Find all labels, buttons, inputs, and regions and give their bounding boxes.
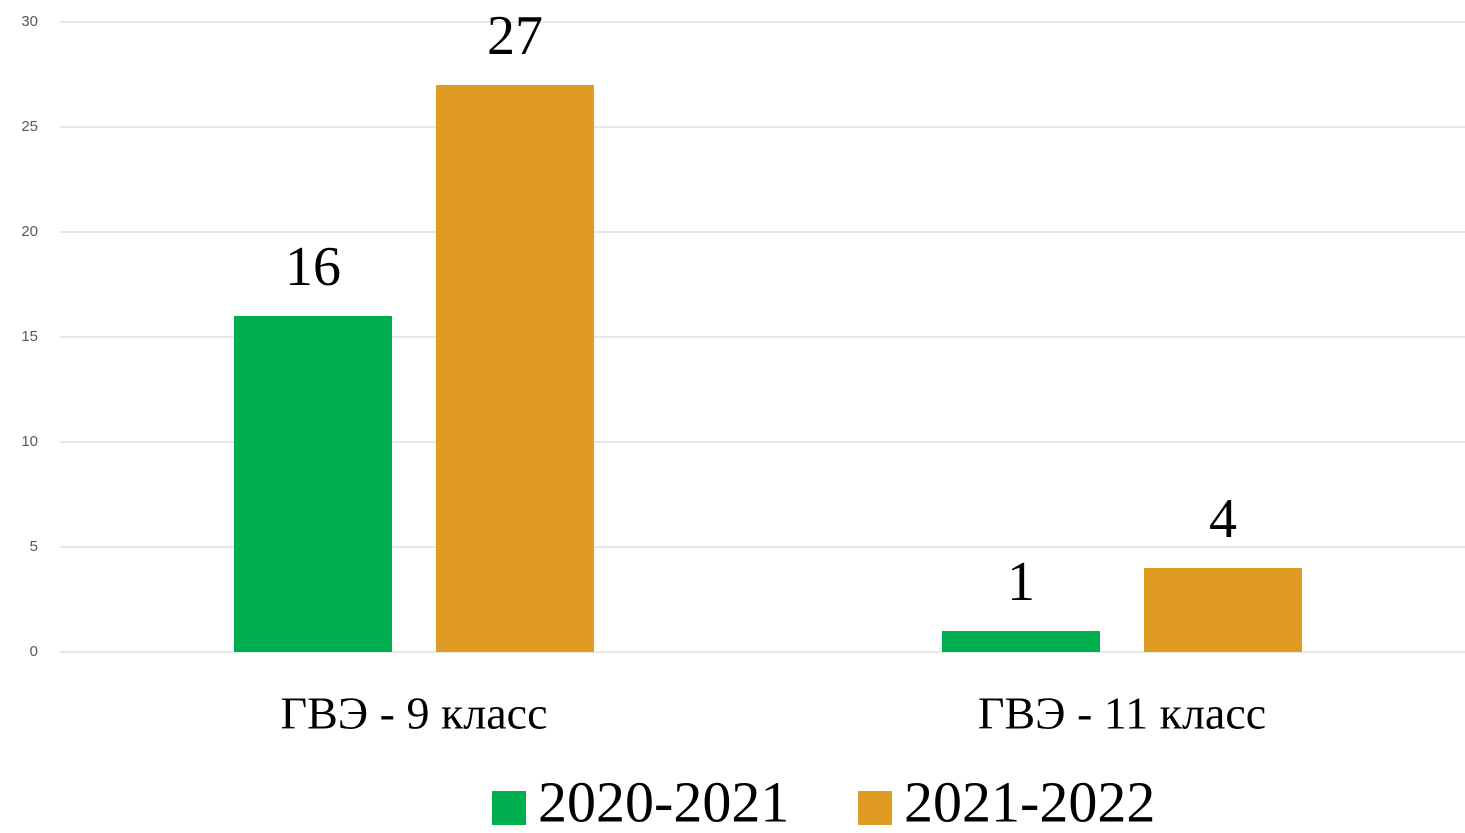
bar [436,85,594,652]
y-tick-label: 0 [30,643,38,660]
y-tick-label: 20 [21,223,38,240]
x-tick-label: ГВЭ - 11 класс [978,688,1266,739]
legend-swatch [492,791,526,825]
y-tick-label: 5 [30,538,38,555]
data-label: 16 [285,236,341,298]
legend-swatch [858,791,892,825]
legend-label: 2020-2021 [538,769,789,833]
y-tick-label: 15 [21,328,38,345]
y-tick-label: 25 [21,118,38,135]
data-label: 27 [487,5,543,67]
data-label: 1 [1007,551,1035,613]
bar [1144,568,1302,652]
bar [234,316,392,652]
y-tick-label: 30 [21,13,38,30]
x-tick-label: ГВЭ - 9 класс [280,688,547,739]
data-label: 4 [1209,488,1237,550]
legend-label: 2021-2022 [904,769,1155,833]
y-tick-label: 10 [21,433,38,450]
bar [942,631,1100,652]
